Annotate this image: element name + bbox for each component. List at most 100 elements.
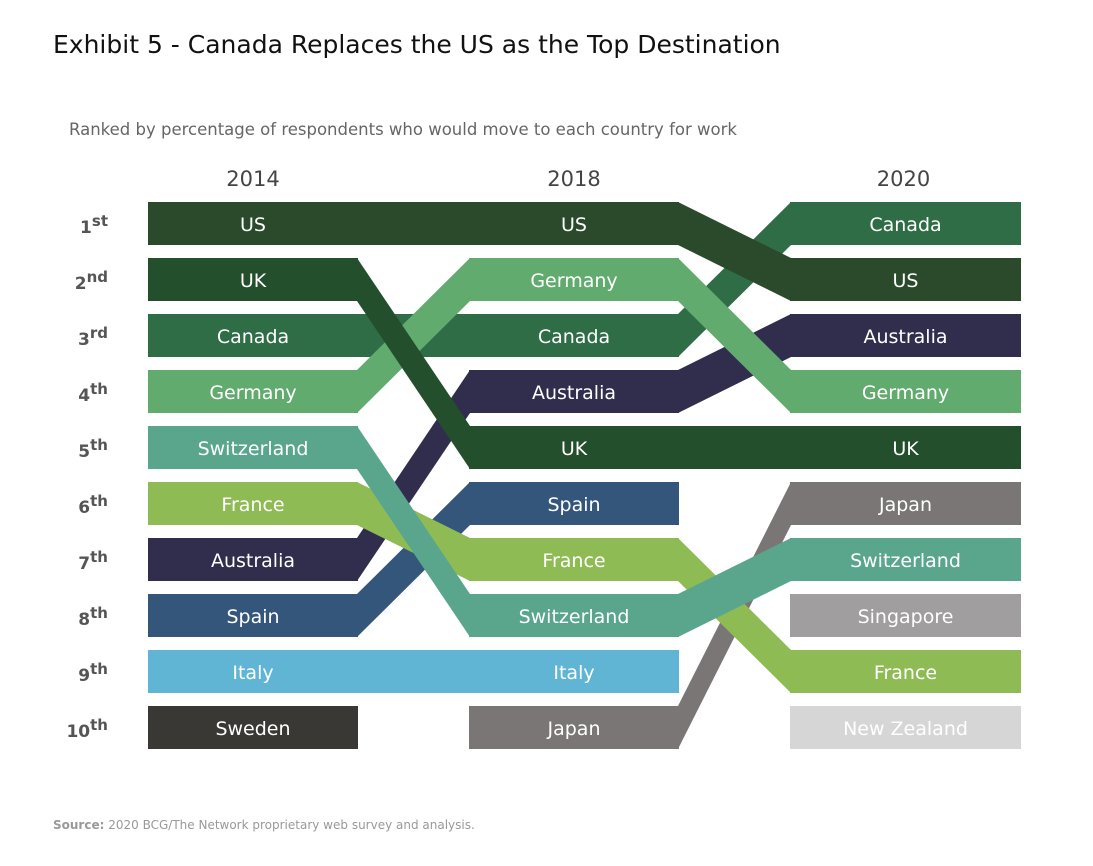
bar-us-2020 (790, 258, 1021, 301)
label-singapore-2020: Singapore (858, 606, 954, 628)
label-germany-2018: Germany (530, 270, 617, 292)
rank-label-4: 4th (78, 380, 108, 406)
series-switzerland (148, 426, 1021, 637)
label-sweden-2014: Sweden (215, 718, 290, 740)
label-switzerland-2018: Switzerland (519, 606, 630, 628)
rank-label-5: 5th (78, 436, 108, 462)
bar-japan-2020 (790, 482, 1021, 525)
bar-switzerland-2018 (469, 594, 679, 637)
bar-australia-2018 (469, 370, 679, 413)
label-japan-2018: Japan (547, 718, 601, 740)
bar-italy-2018 (469, 650, 679, 693)
label-france-2020: France (874, 662, 937, 684)
bar-france-2014 (148, 482, 358, 525)
connector-germany-2014-2018 (357, 258, 470, 413)
bar-uk-2014 (148, 258, 358, 301)
series-singapore (790, 594, 1021, 637)
label-us-2018: US (561, 214, 587, 236)
bar-japan-2018 (469, 706, 679, 749)
rank-label-3: 3rd (78, 324, 108, 350)
year-header-2014: 2014 (226, 167, 279, 191)
bar-australia-2014 (148, 538, 358, 581)
bar-uk-2018 (469, 426, 679, 469)
connector-uk-2014-2018 (357, 258, 470, 469)
bar-canada-2018 (469, 314, 679, 357)
bar-france-2018 (469, 538, 679, 581)
rank-label-8: 8th (78, 604, 108, 630)
source-text: 2020 BCG/The Network proprietary web sur… (108, 818, 475, 832)
label-germany-2020: Germany (862, 382, 949, 404)
series-us (148, 202, 1021, 301)
bar-singapore-2020 (790, 594, 1021, 637)
label-layer: US US US UK UK UK Canada Canada Canada Germany Ger… (198, 214, 968, 740)
label-canada-2014: Canada (217, 326, 289, 348)
year-header-2018: 2018 (547, 167, 600, 191)
series-uk (148, 258, 1021, 469)
bar-italy-2014 (148, 650, 358, 693)
bar-germany-2020 (790, 370, 1021, 413)
connector-us-2014-2018 (358, 202, 469, 245)
label-italy-2014: Italy (232, 662, 273, 684)
bar-canada-2020 (790, 202, 1021, 245)
label-canada-2020: Canada (869, 214, 941, 236)
rank-label-9: 9th (78, 660, 108, 686)
chart-title: Exhibit 5 - Canada Replaces the US as th… (53, 30, 781, 59)
series-italy (148, 650, 679, 693)
label-australia-2014: Australia (211, 550, 295, 572)
rank-label-2: 2nd (75, 268, 108, 294)
series-spain (148, 482, 679, 637)
bar-sweden-2014 (148, 706, 358, 749)
label-italy-2018: Italy (553, 662, 594, 684)
label-switzerland-2014: Switzerland (198, 438, 309, 460)
label-switzerland-2020: Switzerland (850, 550, 961, 572)
rank-label-7: 7th (78, 548, 108, 574)
label-us-2020: US (893, 270, 919, 292)
bar-uk-2020 (790, 426, 1021, 469)
rank-label-1: 1st (80, 212, 108, 238)
connector-us-2018-2020 (678, 202, 791, 301)
label-australia-2018: Australia (532, 382, 616, 404)
connector-australia-2018-2020 (678, 314, 791, 413)
label-germany-2014: Germany (209, 382, 296, 404)
bar-spain-2018 (469, 482, 679, 525)
label-france-2018: France (542, 550, 605, 572)
connector-switzerland-2014-2018 (357, 426, 470, 637)
bar-switzerland-2014 (148, 426, 358, 469)
chart-subtitle: Ranked by percentage of respondents who … (69, 120, 737, 139)
rank-label-10: 10th (66, 716, 108, 742)
bar-us-2014 (148, 202, 358, 245)
label-france-2014: France (221, 494, 284, 516)
series-sweden (148, 706, 358, 749)
label-spain-2014: Spain (226, 606, 279, 628)
connector-france-2018-2020 (678, 538, 791, 693)
label-new-zealand-2020: New Zealand (843, 718, 968, 740)
bar-switzerland-2020 (790, 538, 1021, 581)
label-uk-2020: UK (892, 438, 919, 460)
year-header-2020: 2020 (877, 167, 930, 191)
rank-label-6: 6th (78, 492, 108, 518)
label-us-2014: US (240, 214, 266, 236)
bar-france-2020 (790, 650, 1021, 693)
connector-spain-2014-2018 (357, 482, 470, 637)
connector-uk-2018-2020 (679, 426, 790, 469)
connector-germany-2018-2020 (678, 258, 791, 413)
connector-italy-2014-2018 (358, 650, 469, 693)
series-germany (148, 258, 1021, 413)
band-layer (148, 202, 1021, 749)
series-new-zealand (790, 706, 1021, 749)
bar-new-zealand-2020 (790, 706, 1021, 749)
label-uk-2014: UK (240, 270, 267, 292)
label-japan-2020: Japan (878, 494, 932, 516)
label-australia-2020: Australia (863, 326, 947, 348)
label-uk-2018: UK (561, 438, 588, 460)
source-label: Source: (53, 818, 105, 832)
label-spain-2018: Spain (547, 494, 600, 516)
label-canada-2018: Canada (538, 326, 610, 348)
bar-australia-2020 (790, 314, 1021, 357)
bar-spain-2014 (148, 594, 358, 637)
connector-switzerland-2018-2020 (678, 538, 791, 637)
bar-germany-2018 (469, 258, 679, 301)
bar-canada-2014 (148, 314, 358, 357)
bar-germany-2014 (148, 370, 358, 413)
